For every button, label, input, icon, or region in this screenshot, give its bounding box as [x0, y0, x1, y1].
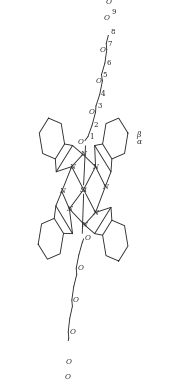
- Text: β: β: [137, 131, 141, 139]
- Text: Si: Si: [80, 186, 88, 194]
- Text: O: O: [100, 45, 106, 54]
- Text: α: α: [136, 138, 141, 146]
- Text: O: O: [84, 234, 90, 242]
- Text: 4: 4: [101, 90, 105, 98]
- Text: O: O: [73, 296, 79, 304]
- Text: O: O: [95, 77, 101, 85]
- Text: O: O: [65, 373, 71, 379]
- Text: O: O: [66, 358, 72, 366]
- Text: 8: 8: [110, 28, 115, 36]
- Text: 5: 5: [103, 71, 107, 79]
- Text: O: O: [78, 138, 84, 146]
- Text: 3: 3: [97, 102, 102, 110]
- Text: N: N: [93, 208, 98, 216]
- Text: O: O: [88, 108, 94, 116]
- Text: N: N: [69, 163, 75, 171]
- Text: 1: 1: [89, 133, 94, 141]
- Text: O: O: [77, 264, 83, 272]
- Text: N: N: [102, 183, 108, 191]
- Text: O: O: [106, 0, 112, 6]
- Text: O: O: [69, 328, 75, 336]
- Text: N: N: [82, 221, 87, 229]
- Text: 6: 6: [106, 59, 111, 67]
- Text: N: N: [66, 205, 72, 213]
- Text: 7: 7: [107, 39, 112, 47]
- Text: N: N: [80, 150, 86, 158]
- Text: 9: 9: [112, 8, 116, 16]
- Text: 2: 2: [93, 121, 98, 129]
- Text: O: O: [104, 14, 110, 22]
- Text: N: N: [93, 163, 98, 171]
- Text: N: N: [59, 187, 65, 196]
